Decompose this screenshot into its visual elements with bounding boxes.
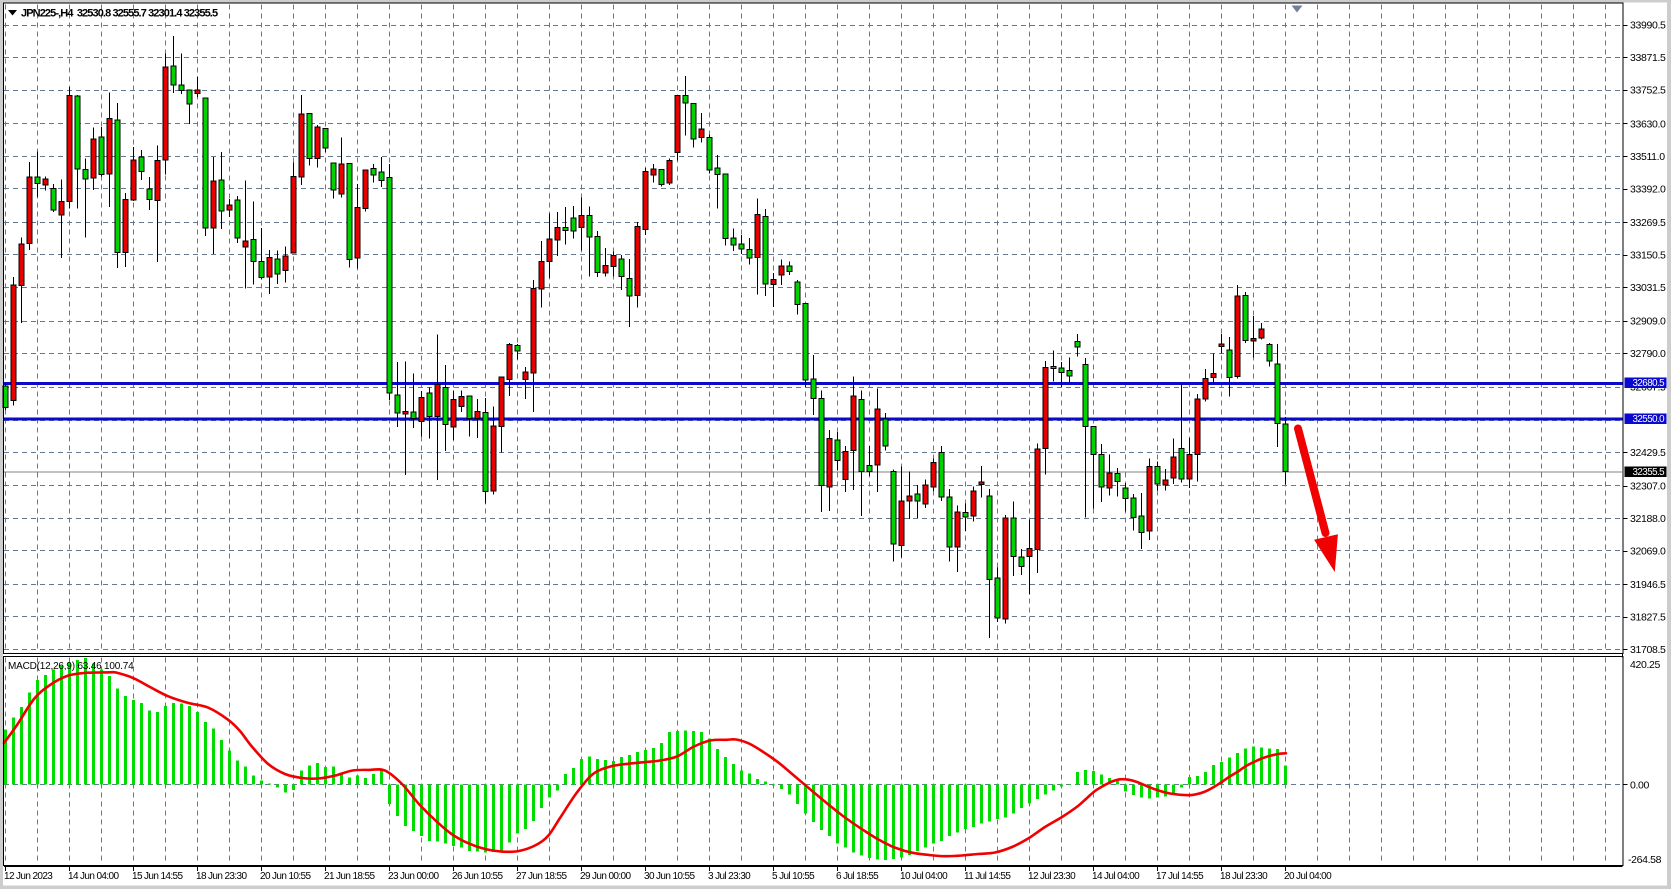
svg-text:10 Jul 04:00: 10 Jul 04:00 — [900, 871, 948, 882]
svg-text:17 Jul 14:55: 17 Jul 14:55 — [1156, 871, 1204, 882]
svg-text:33150.5: 33150.5 — [1630, 250, 1666, 262]
svg-text:JPN225-,H4 32530.8 32555.7 32: JPN225-,H4 32530.8 32555.7 32301.4 32355… — [21, 8, 218, 20]
svg-text:31827.5: 31827.5 — [1630, 612, 1666, 624]
svg-text:32307.0: 32307.0 — [1630, 480, 1666, 492]
svg-text:29 Jun 00:00: 29 Jun 00:00 — [580, 871, 631, 882]
svg-text:33031.5: 33031.5 — [1630, 282, 1666, 294]
svg-text:32188.0: 32188.0 — [1630, 513, 1666, 525]
svg-text:32680.5: 32680.5 — [1633, 378, 1666, 389]
svg-text:5 Jul 10:55: 5 Jul 10:55 — [772, 871, 815, 882]
svg-text:-264.58: -264.58 — [1628, 854, 1662, 866]
svg-text:33752.5: 33752.5 — [1630, 85, 1666, 97]
svg-text:33990.5: 33990.5 — [1630, 20, 1666, 32]
svg-text:32355.5: 32355.5 — [1633, 467, 1666, 478]
svg-text:3 Jul 23:30: 3 Jul 23:30 — [708, 871, 751, 882]
svg-text:33392.0: 33392.0 — [1630, 183, 1666, 195]
svg-text:27 Jun 18:55: 27 Jun 18:55 — [516, 871, 567, 882]
svg-text:33511.0: 33511.0 — [1630, 151, 1665, 163]
svg-text:33871.5: 33871.5 — [1630, 52, 1666, 64]
svg-text:32069.0: 32069.0 — [1630, 545, 1666, 557]
svg-text:14 Jul 04:00: 14 Jul 04:00 — [1092, 871, 1140, 882]
svg-text:420.25: 420.25 — [1630, 659, 1661, 671]
svg-text:14 Jun 04:00: 14 Jun 04:00 — [68, 871, 119, 882]
svg-text:23 Jun 00:00: 23 Jun 00:00 — [388, 871, 439, 882]
svg-text:21 Jun 18:55: 21 Jun 18:55 — [324, 871, 375, 882]
svg-text:0.00: 0.00 — [1630, 779, 1650, 791]
svg-text:20 Jul 04:00: 20 Jul 04:00 — [1284, 871, 1332, 882]
svg-text:12 Jun 2023: 12 Jun 2023 — [4, 871, 53, 882]
svg-text:11 Jul 14:55: 11 Jul 14:55 — [964, 871, 1011, 882]
svg-text:32550.0: 32550.0 — [1633, 414, 1666, 425]
svg-text:33269.5: 33269.5 — [1630, 217, 1666, 229]
svg-text:18 Jun 23:30: 18 Jun 23:30 — [196, 871, 247, 882]
svg-text:18 Jul 23:30: 18 Jul 23:30 — [1220, 871, 1268, 882]
svg-text:31946.5: 31946.5 — [1630, 579, 1666, 591]
svg-text:32909.0: 32909.0 — [1630, 316, 1666, 328]
svg-text:32429.5: 32429.5 — [1630, 447, 1666, 459]
svg-text:33630.0: 33630.0 — [1630, 118, 1666, 130]
svg-text:26 Jun 10:55: 26 Jun 10:55 — [452, 871, 503, 882]
svg-text:MACD(12,26,9) 63.46 100.74: MACD(12,26,9) 63.46 100.74 — [8, 661, 134, 672]
svg-text:6 Jul 18:55: 6 Jul 18:55 — [836, 871, 879, 882]
svg-text:32790.0: 32790.0 — [1630, 348, 1666, 360]
svg-text:30 Jun 10:55: 30 Jun 10:55 — [644, 871, 695, 882]
svg-text:31708.5: 31708.5 — [1630, 644, 1666, 656]
svg-text:15 Jun 14:55: 15 Jun 14:55 — [132, 871, 183, 882]
svg-text:12 Jul 23:30: 12 Jul 23:30 — [1028, 871, 1076, 882]
svg-text:20 Jun 10:55: 20 Jun 10:55 — [260, 871, 311, 882]
